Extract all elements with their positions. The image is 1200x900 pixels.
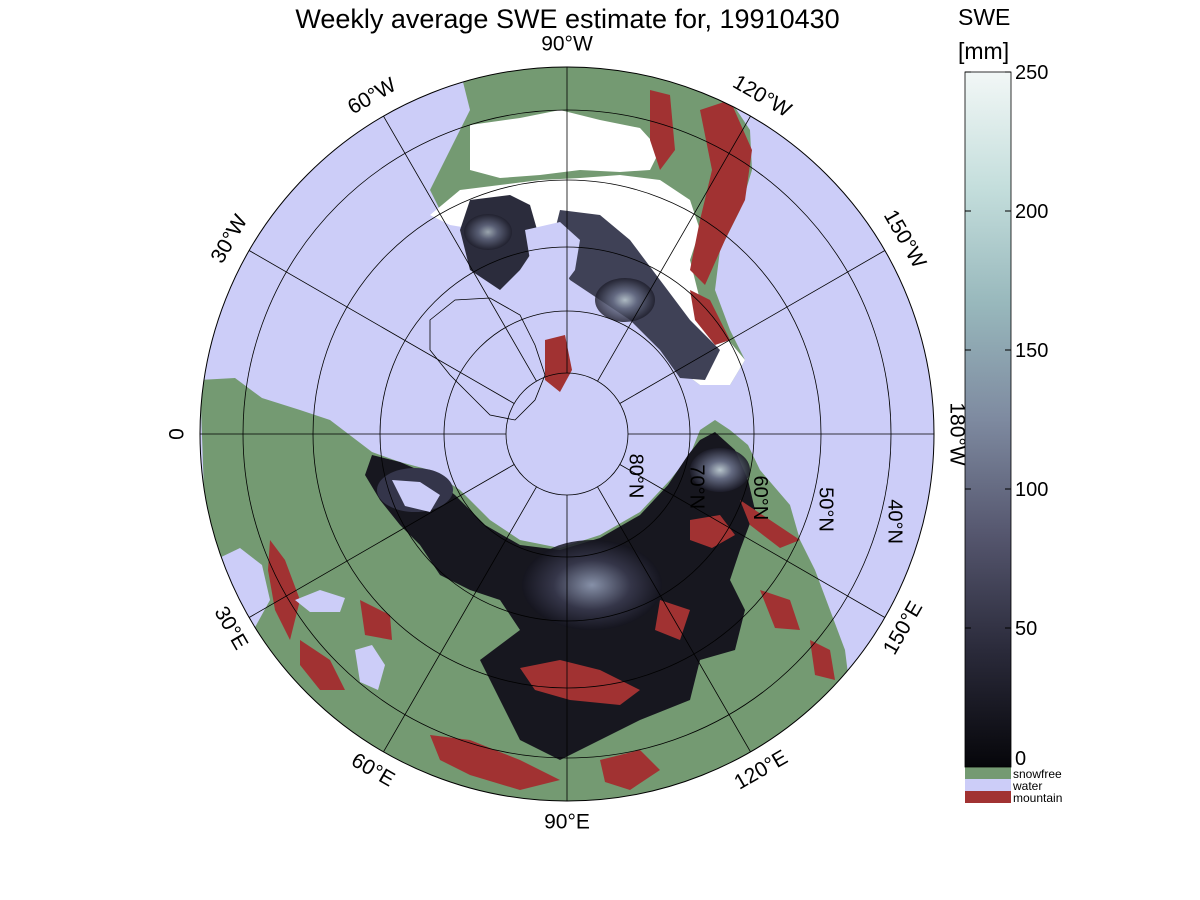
colorbar-unit: [mm] bbox=[958, 38, 1010, 64]
latitude-label: 40°N bbox=[884, 499, 906, 544]
legend-swatch-water bbox=[965, 779, 1011, 791]
meridian-line bbox=[619, 250, 886, 404]
colorbar-tick-label: 50 bbox=[1015, 618, 1037, 640]
polar-map bbox=[199, 66, 935, 802]
latitude-label: 80°N bbox=[625, 454, 647, 499]
legend-label-mountain: mountain bbox=[1013, 791, 1062, 805]
colorbar-tick-label: 150 bbox=[1015, 340, 1048, 362]
meridian-line bbox=[597, 486, 751, 753]
hudson-bay bbox=[525, 222, 580, 290]
north-america-mountains bbox=[545, 90, 752, 392]
colorbar-tick-label: 100 bbox=[1015, 479, 1048, 501]
graticule bbox=[200, 67, 934, 801]
meridian-line bbox=[248, 250, 515, 404]
meridian-line bbox=[248, 464, 515, 618]
legend-swatch-mountain bbox=[965, 791, 1011, 803]
black-sea bbox=[295, 590, 345, 612]
longitude-label: 0 bbox=[166, 428, 189, 440]
meridian-line bbox=[383, 486, 537, 753]
latitude-label: 50°N bbox=[815, 487, 837, 532]
colorbar-tick-label: 250 bbox=[1015, 62, 1048, 84]
eurasia-mountains bbox=[268, 500, 835, 790]
legend-label-snowfree: snowfree bbox=[1013, 767, 1062, 781]
latitude-label: 70°N bbox=[686, 464, 708, 509]
meridian-line bbox=[597, 115, 751, 382]
kamchatka-snow-max bbox=[690, 448, 750, 492]
latitude-labels: 80°N 70°N 60°N 50°N 40°N bbox=[625, 454, 906, 544]
legend-label-water: water bbox=[1012, 779, 1042, 793]
siberia-snow-max bbox=[522, 540, 662, 630]
hudson-snow-glow bbox=[464, 214, 512, 250]
alaska-snow-max bbox=[595, 278, 655, 322]
north-america-snow-upper bbox=[470, 110, 660, 178]
legend-swatch-snowfree bbox=[965, 767, 1011, 779]
latitude-label: 60°N bbox=[749, 476, 771, 521]
white-sea bbox=[392, 480, 440, 512]
meridian-line bbox=[619, 464, 886, 618]
longitude-label: 180°W bbox=[945, 402, 968, 465]
colorbar-title: SWE bbox=[958, 4, 1011, 30]
caspian-sea bbox=[355, 645, 385, 690]
meridian-line bbox=[383, 115, 537, 382]
colorbar-tick-label: 0 bbox=[1015, 748, 1026, 770]
map-border bbox=[199, 66, 935, 802]
map-title: Weekly average SWE estimate for, 1991043… bbox=[295, 4, 840, 34]
colorbar-tick-label: 200 bbox=[1015, 201, 1048, 223]
colorbar-gradient bbox=[965, 72, 1011, 767]
longitude-label: 90°W bbox=[541, 33, 593, 56]
colorbar-border bbox=[964, 71, 1012, 768]
longitude-label: 90°E bbox=[544, 811, 590, 834]
greenland bbox=[429, 297, 546, 421]
